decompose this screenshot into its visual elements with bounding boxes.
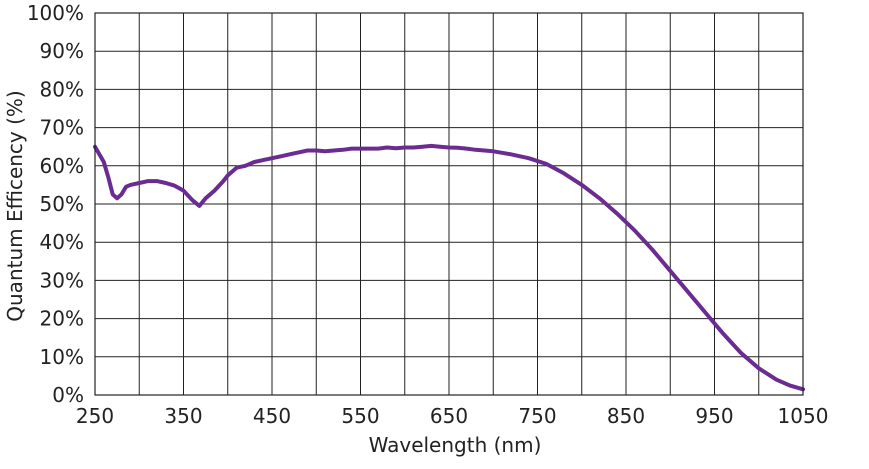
x-tick-label: 350 (164, 404, 202, 428)
y-tick-label: 30% (40, 268, 84, 292)
x-tick-label: 950 (695, 404, 733, 428)
y-tick-label: 80% (40, 77, 84, 101)
y-axis-title: Quantum Efficency (%) (3, 90, 27, 321)
y-tick-label: 70% (40, 116, 84, 140)
y-tick-label: 90% (40, 39, 84, 63)
x-tick-label: 450 (253, 404, 291, 428)
x-tick-label: 650 (430, 404, 468, 428)
y-tick-label: 40% (40, 230, 84, 254)
y-tick-label: 100% (27, 1, 84, 25)
y-tick-label: 20% (40, 307, 84, 331)
x-tick-labels: 250 350 450 550 650 750 850 950 1050 (76, 404, 829, 428)
y-tick-label: 60% (40, 154, 84, 178)
x-tick-label: 1050 (778, 404, 829, 428)
x-tick-label: 850 (607, 404, 645, 428)
x-tick-label: 250 (76, 404, 114, 428)
y-tick-label: 0% (52, 383, 84, 407)
y-tick-label: 50% (40, 192, 84, 216)
y-tick-label: 10% (40, 345, 84, 369)
x-tick-label: 750 (518, 404, 556, 428)
x-tick-label: 550 (341, 404, 379, 428)
x-axis-title: Wavelength (nm) (369, 433, 542, 457)
